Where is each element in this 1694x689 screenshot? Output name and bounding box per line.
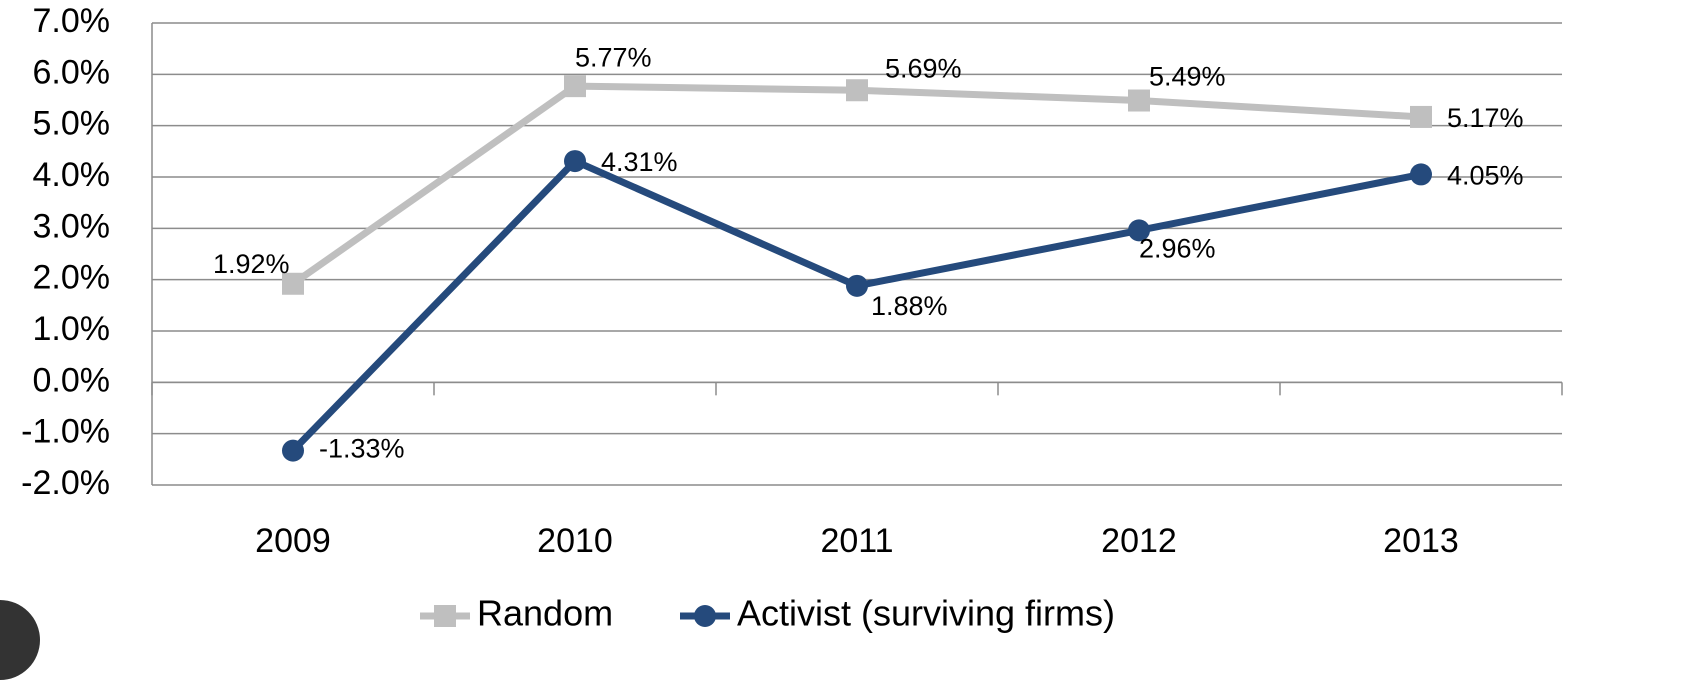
legend-label: Random (477, 593, 613, 634)
data-label: 4.31% (601, 147, 678, 177)
legend-label: Activist (surviving firms) (737, 593, 1115, 634)
x-tick-label: 2012 (1101, 522, 1177, 560)
data-point (282, 439, 304, 462)
y-tick-label: 0.0% (33, 361, 111, 399)
y-tick-label: -1.0% (21, 413, 110, 451)
data-label: 5.17% (1447, 103, 1524, 133)
data-point (564, 75, 586, 98)
y-tick-label: 1.0% (33, 310, 111, 348)
data-point (846, 79, 868, 102)
data-point (1410, 163, 1432, 186)
data-label: 5.69% (885, 53, 962, 83)
y-tick-label: 4.0% (33, 156, 111, 194)
legend-marker (694, 605, 716, 627)
data-label: -1.33% (319, 434, 405, 464)
data-label: 1.88% (871, 291, 948, 321)
data-point (846, 274, 868, 297)
x-tick-label: 2009 (255, 522, 331, 560)
x-tick-label: 2011 (820, 522, 893, 560)
x-tick-label: 2013 (1383, 522, 1459, 560)
y-tick-label: -2.0% (21, 464, 110, 502)
series-line (290, 82, 1422, 287)
data-label: 4.05% (1447, 161, 1524, 191)
data-label: 2.96% (1139, 234, 1216, 264)
y-tick-label: 7.0% (33, 2, 111, 40)
data-point (564, 150, 586, 173)
y-tick-label: 3.0% (33, 207, 111, 245)
logo-decoration (0, 600, 40, 680)
data-point (1410, 105, 1432, 128)
data-point (1128, 219, 1150, 242)
y-tick-label: 5.0% (33, 105, 111, 143)
x-tick-label: 2010 (537, 522, 613, 560)
data-label: 5.77% (575, 42, 652, 72)
series-line (290, 157, 1422, 454)
data-label: 5.49% (1149, 62, 1226, 92)
data-label: 1.92% (213, 249, 290, 279)
data-point (282, 272, 304, 295)
data-point (1128, 89, 1150, 112)
legend-marker (434, 605, 456, 627)
y-tick-label: 6.0% (33, 53, 111, 91)
y-tick-label: 2.0% (33, 259, 111, 297)
